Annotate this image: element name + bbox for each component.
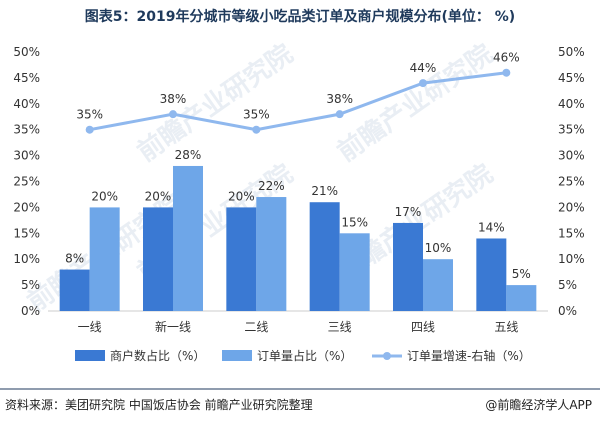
- y2-tick-label: 35%: [558, 123, 585, 137]
- footer: 资料来源：美团研究院 中国饭店协会 前瞻产业研究院整理 @前瞻经济学人APP: [0, 391, 600, 423]
- growth-label: 46%: [493, 51, 520, 65]
- watermark-text: 前瞻产业研究院: [132, 38, 299, 168]
- y-tick-label: 15%: [13, 226, 40, 240]
- legend-swatch-order: [222, 350, 252, 361]
- growth-point: [419, 79, 427, 88]
- y2-tick-label: 5%: [558, 278, 577, 292]
- bar-merchant-label: 21%: [311, 184, 338, 198]
- x-tick-label: 五线: [494, 320, 518, 334]
- legend-label-order: 订单量占比（%）: [257, 348, 352, 363]
- bar-merchant-share: [309, 202, 340, 311]
- growth-label: 38%: [326, 92, 353, 106]
- growth-point: [85, 125, 94, 134]
- bar-order-label: 22%: [258, 179, 285, 193]
- bar-merchant-share: [393, 222, 423, 311]
- x-tick-label: 四线: [411, 320, 435, 334]
- y2-tick-label: 30%: [558, 149, 585, 163]
- bar-order-label: 20%: [91, 189, 118, 203]
- bar-order-label: 15%: [341, 215, 368, 229]
- bar-merchant-share: [476, 238, 507, 311]
- bar-order-share: [256, 197, 287, 311]
- growth-label: 38%: [160, 92, 187, 106]
- legend-marker-growth: [383, 352, 391, 360]
- y-tick-label: 30%: [13, 149, 40, 163]
- legend-label-growth: 订单量增速-右轴（%）: [407, 348, 531, 363]
- y-tick-label: 5%: [21, 278, 40, 292]
- y2-tick-label: 0%: [558, 304, 577, 318]
- y-tick-label: 40%: [13, 97, 40, 111]
- y-tick-label: 45%: [13, 71, 40, 85]
- y2-tick-label: 45%: [558, 71, 585, 85]
- bar-merchant-label: 14%: [478, 220, 505, 234]
- x-tick-label: 新一线: [155, 319, 191, 334]
- bar-order-share: [89, 207, 120, 311]
- bar-merchant-label: 20%: [228, 189, 255, 203]
- growth-label: 44%: [410, 61, 437, 75]
- bar-order-share: [339, 233, 370, 311]
- bar-order-label: 10%: [425, 241, 452, 255]
- y-tick-label: 25%: [13, 175, 40, 189]
- bar-merchant-label: 20%: [145, 189, 172, 203]
- y-tick-label: 20%: [13, 200, 40, 214]
- legend-swatch-merchant: [75, 350, 105, 361]
- bar-merchant-label: 17%: [395, 205, 422, 219]
- y2-tick-label: 40%: [558, 97, 585, 111]
- x-tick-label: 一线: [78, 320, 102, 334]
- brand-credit: @前瞻经济学人APP: [485, 398, 592, 412]
- y-tick-label: 0%: [21, 304, 40, 318]
- growth-point: [252, 125, 261, 134]
- y2-tick-label: 10%: [558, 252, 585, 266]
- growth-point: [335, 110, 344, 119]
- y2-tick-label: 50%: [558, 45, 585, 59]
- chart: 前瞻产业研究院前瞻产业研究院前瞻产业研究院前瞻产业研究院前瞻产业研究院0%5%1…: [0, 38, 600, 390]
- watermark-text: 前瞻产业研究院: [332, 38, 499, 168]
- bar-order-share: [423, 259, 453, 311]
- y2-tick-label: 15%: [558, 226, 585, 240]
- growth-label: 35%: [76, 108, 103, 122]
- bar-order-label: 28%: [175, 148, 202, 162]
- x-tick-label: 三线: [328, 320, 352, 334]
- y2-tick-label: 20%: [558, 200, 585, 214]
- bar-merchant-label: 8%: [65, 252, 84, 266]
- bar-order-label: 5%: [512, 267, 531, 281]
- growth-line: [89, 71, 507, 132]
- bar-merchant-share: [226, 207, 257, 311]
- growth-point: [169, 110, 177, 119]
- y2-tick-label: 25%: [558, 175, 585, 189]
- growth-point: [502, 68, 511, 77]
- x-tick-label: 二线: [244, 320, 268, 334]
- y-tick-label: 10%: [13, 252, 40, 266]
- legend-label-merchant: 商户数占比（%）: [110, 348, 205, 363]
- source-note: 资料来源：美团研究院 中国饭店协会 前瞻产业研究院整理: [5, 398, 313, 412]
- y-tick-label: 35%: [13, 123, 40, 137]
- bar-order-share: [506, 285, 537, 311]
- y-tick-label: 50%: [13, 45, 40, 59]
- growth-label: 35%: [243, 108, 270, 122]
- bar-merchant-share: [59, 269, 90, 311]
- chart-title: 图表5：2019年分城市等级小吃品类订单及商户规模分布(单位： %): [84, 9, 516, 25]
- bar-merchant-share: [143, 207, 173, 311]
- bar-order-share: [173, 165, 203, 311]
